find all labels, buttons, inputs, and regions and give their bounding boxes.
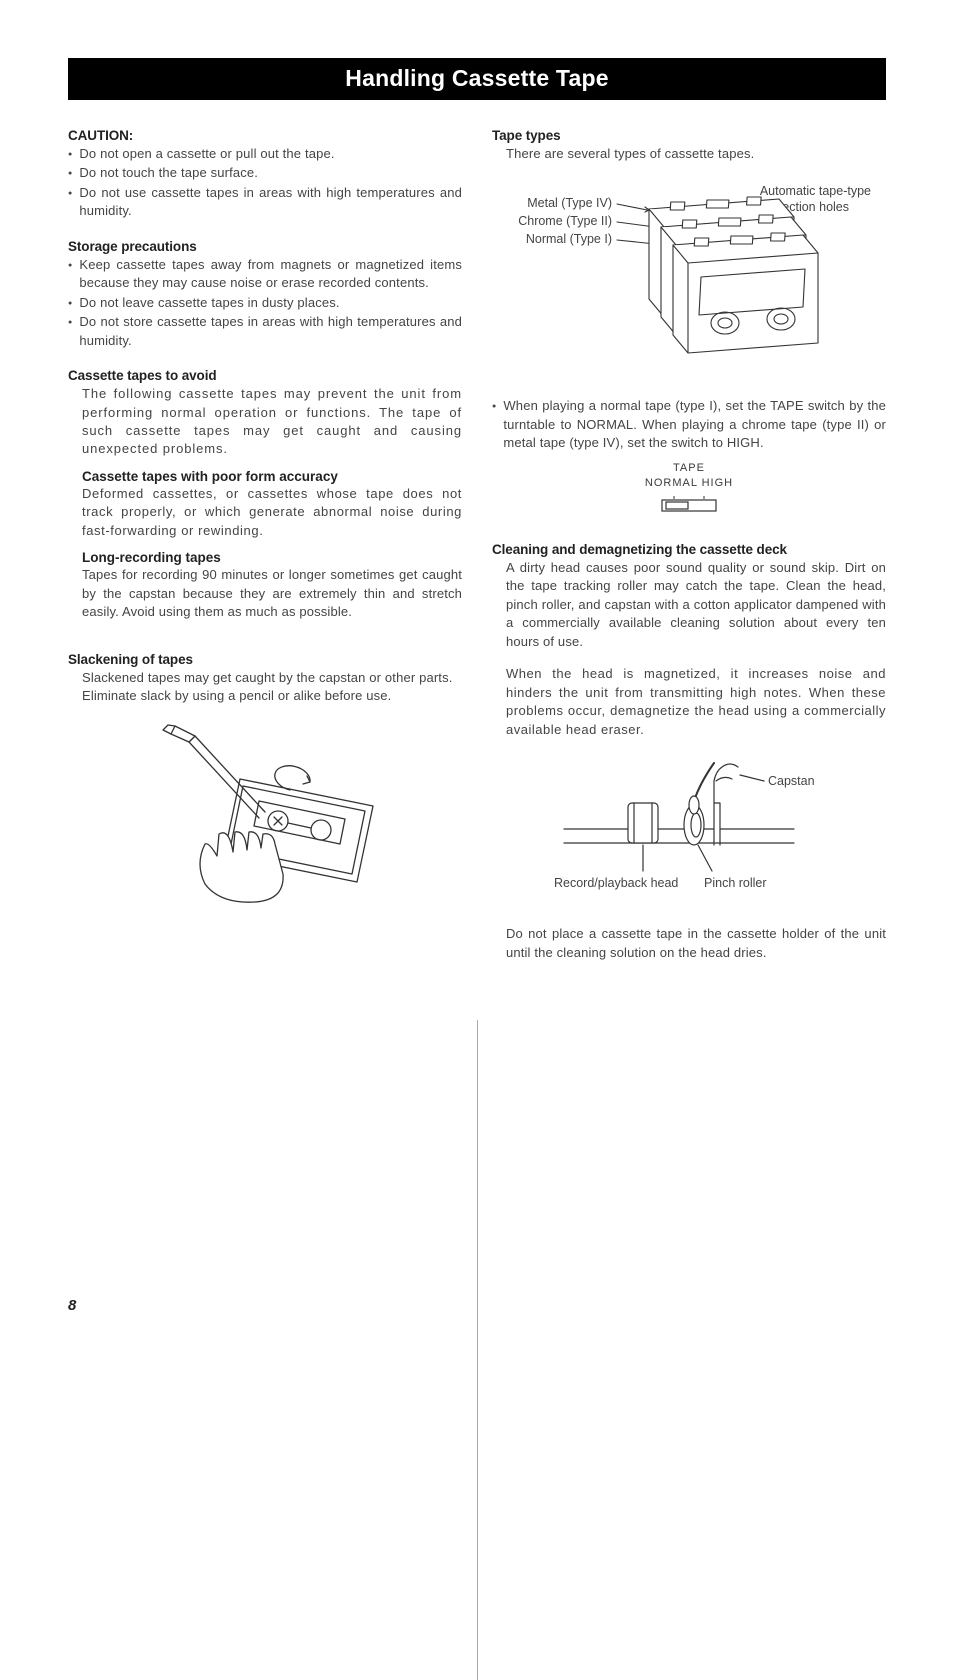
- avoid-sub1-text: Deformed cassettes, or cassettes whose t…: [68, 485, 462, 540]
- tape-types-figure: Metal (Type IV) Chrome (Type II) Normal …: [492, 177, 886, 367]
- head-figure: Capstan Record/playback head Pinch rolle…: [492, 753, 886, 903]
- types-intro: There are several types of cassette tape…: [492, 145, 886, 163]
- storage-item: Do not store cassette tapes in areas wit…: [68, 313, 462, 350]
- caution-list: Do not open a cassette or pull out the t…: [68, 145, 462, 221]
- svg-text:Normal (Type I): Normal (Type I): [526, 232, 612, 246]
- slack-text2: Eliminate slack by using a pencil or ali…: [68, 687, 462, 705]
- tape-switch-icon: [660, 495, 718, 513]
- pencil-figure: [68, 724, 462, 914]
- page-number: 8: [68, 1297, 76, 1314]
- svg-text:Pinch roller: Pinch roller: [704, 876, 767, 890]
- cleaning-p2: When the head is magnetized, it increase…: [492, 665, 886, 739]
- slack-text1: Slackened tapes may get caught by the ca…: [68, 669, 462, 687]
- slack-heading: Slackening of tapes: [68, 652, 462, 667]
- storage-section: Storage precautions Keep cassette tapes …: [68, 239, 462, 350]
- page-title: Handling Cassette Tape: [68, 58, 886, 100]
- types-heading: Tape types: [492, 128, 886, 143]
- cleaning-heading: Cleaning and demagnetizing the cassette …: [492, 542, 886, 557]
- caution-item: Do not touch the tape surface.: [68, 164, 462, 182]
- right-column: Tape types There are several types of ca…: [492, 128, 886, 980]
- svg-text:Automatic tape-type: Automatic tape-type: [760, 184, 871, 198]
- avoid-sub2-heading: Long-recording tapes: [68, 550, 462, 565]
- cleaning-p1: A dirty head causes poor sound quality o…: [492, 559, 886, 651]
- tape-switch-label-top: TAPE: [629, 461, 749, 476]
- head-mechanism-icon: Capstan Record/playback head Pinch rolle…: [544, 753, 834, 903]
- caution-heading: CAUTION:: [68, 128, 462, 143]
- storage-item: Do not leave cassette tapes in dusty pla…: [68, 294, 462, 312]
- caution-item: Do not use cassette tapes in areas with …: [68, 184, 462, 221]
- tape-switch-figure: TAPE NORMAL HIGH: [629, 461, 749, 518]
- content-columns: CAUTION: Do not open a cassette or pull …: [68, 128, 886, 980]
- storage-list: Keep cassette tapes away from magnets or…: [68, 256, 462, 350]
- avoid-sub2-text: Tapes for recording 90 minutes or longer…: [68, 566, 462, 621]
- left-column: CAUTION: Do not open a cassette or pull …: [68, 128, 462, 980]
- svg-text:Metal (Type IV): Metal (Type IV): [527, 196, 612, 210]
- column-divider: [477, 1020, 478, 1680]
- types-bullet-list: When playing a normal tape (type I), set…: [492, 397, 886, 452]
- cleaning-p3: Do not place a cassette tape in the cass…: [492, 925, 886, 962]
- avoid-intro: The following cassette tapes may prevent…: [68, 385, 462, 459]
- caution-section: CAUTION: Do not open a cassette or pull …: [68, 128, 462, 221]
- avoid-sub1-heading: Cassette tapes with poor form accuracy: [68, 469, 462, 484]
- caution-item: Do not open a cassette or pull out the t…: [68, 145, 462, 163]
- storage-item: Keep cassette tapes away from magnets or…: [68, 256, 462, 293]
- svg-text:Chrome (Type II): Chrome (Type II): [518, 214, 612, 228]
- slack-section: Slackening of tapes Slackened tapes may …: [68, 652, 462, 706]
- types-bullet: When playing a normal tape (type I), set…: [492, 397, 886, 452]
- pencil-cassette-icon: [135, 724, 395, 914]
- cleaning-section: Cleaning and demagnetizing the cassette …: [492, 542, 886, 962]
- svg-text:Record/playback head: Record/playback head: [554, 876, 678, 890]
- tape-switch-label-bottom: NORMAL HIGH: [629, 476, 749, 491]
- avoid-heading: Cassette tapes to avoid: [68, 368, 462, 383]
- storage-heading: Storage precautions: [68, 239, 462, 254]
- svg-text:Capstan: Capstan: [768, 774, 815, 788]
- types-section: Tape types There are several types of ca…: [492, 128, 886, 518]
- cassette-types-icon: Metal (Type IV) Chrome (Type II) Normal …: [499, 177, 879, 367]
- avoid-section: Cassette tapes to avoid The following ca…: [68, 368, 462, 622]
